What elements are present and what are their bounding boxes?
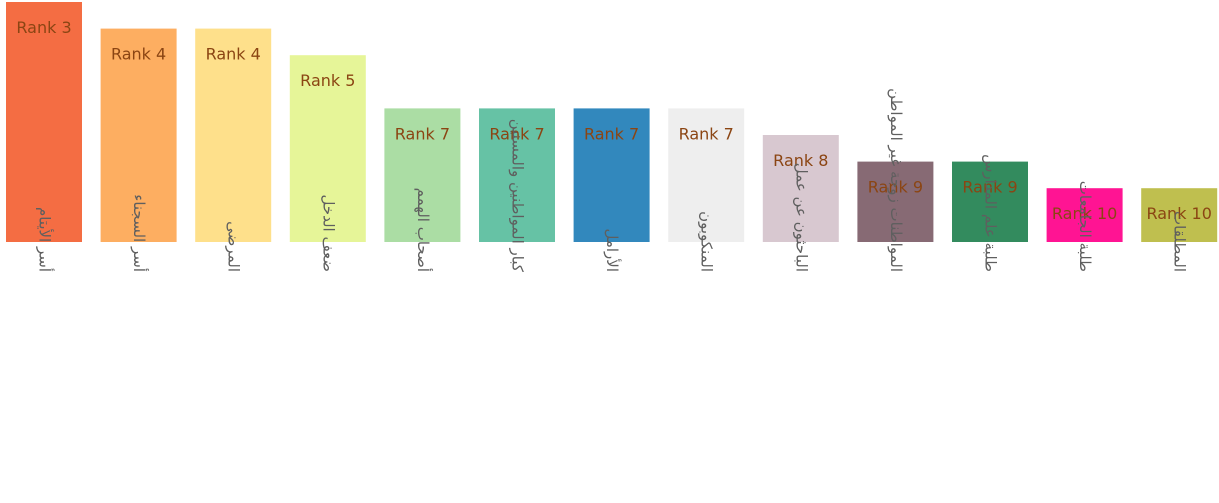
category-label-1: أسر السجناء xyxy=(130,194,149,272)
bar-7 xyxy=(668,108,745,243)
bar-value-label-3: Rank 5 xyxy=(300,71,355,90)
category-label-6: الأرامل xyxy=(603,228,622,272)
bar-4 xyxy=(384,108,461,243)
bar-value-label-8: Rank 8 xyxy=(773,151,828,170)
bar-value-label-1: Rank 4 xyxy=(111,45,166,64)
bar-1 xyxy=(100,28,177,242)
category-label-7: المنكوبون xyxy=(698,211,716,272)
category-label-2: المرضى xyxy=(225,221,243,272)
bar-3 xyxy=(289,55,366,243)
bar-6 xyxy=(573,108,650,243)
category-label-12: المطلقات xyxy=(1171,211,1189,272)
bar-2 xyxy=(195,28,272,242)
bar-12 xyxy=(1141,188,1218,242)
category-labels-layer: أسر الأيتام أسر السجناء المرضى ضعف الدخل أصح… xyxy=(36,88,1189,273)
category-label-5: كبار المواطنين والمسنين xyxy=(509,119,527,273)
bar-value-label-6: Rank 7 xyxy=(584,124,639,143)
bar-value-label-10: Rank 9 xyxy=(962,178,1017,197)
bar-5 xyxy=(479,108,555,243)
category-label-9: المواطنات زوجة غير المواطن xyxy=(887,88,905,272)
bar-value-label-12: Rank 10 xyxy=(1146,204,1211,223)
category-label-11: طلبة الجامعات xyxy=(1076,181,1094,272)
bar-value-label-11: Rank 10 xyxy=(1052,204,1117,223)
category-label-10: طلبة علم المدارس xyxy=(982,154,1000,272)
bar-10 xyxy=(952,161,1028,242)
category-label-8: الباحثون عن عمل xyxy=(792,163,810,272)
bar-9 xyxy=(857,161,934,242)
bar-value-label-9: Rank 9 xyxy=(868,178,923,197)
category-label-4: أصحاب الهمم xyxy=(414,188,433,272)
category-label-0: أسر الأيتام xyxy=(36,207,55,272)
bar-value-label-2: Rank 4 xyxy=(206,45,261,64)
bar-value-label-0: Rank 3 xyxy=(16,18,71,37)
category-label-3: ضعف الدخل xyxy=(319,194,337,272)
bar-0 xyxy=(6,2,82,242)
bar-labels-layer: Rank 3 Rank 4 Rank 4 Rank 5 Rank 7 Rank 7 Rank… xyxy=(16,18,1212,223)
bars-layer xyxy=(6,2,1218,243)
bar-value-label-5: Rank 7 xyxy=(489,124,544,143)
bar-11 xyxy=(1046,188,1123,242)
bar-8 xyxy=(762,135,839,242)
bar-value-label-7: Rank 7 xyxy=(679,124,734,143)
bar-value-label-4: Rank 7 xyxy=(395,124,450,143)
